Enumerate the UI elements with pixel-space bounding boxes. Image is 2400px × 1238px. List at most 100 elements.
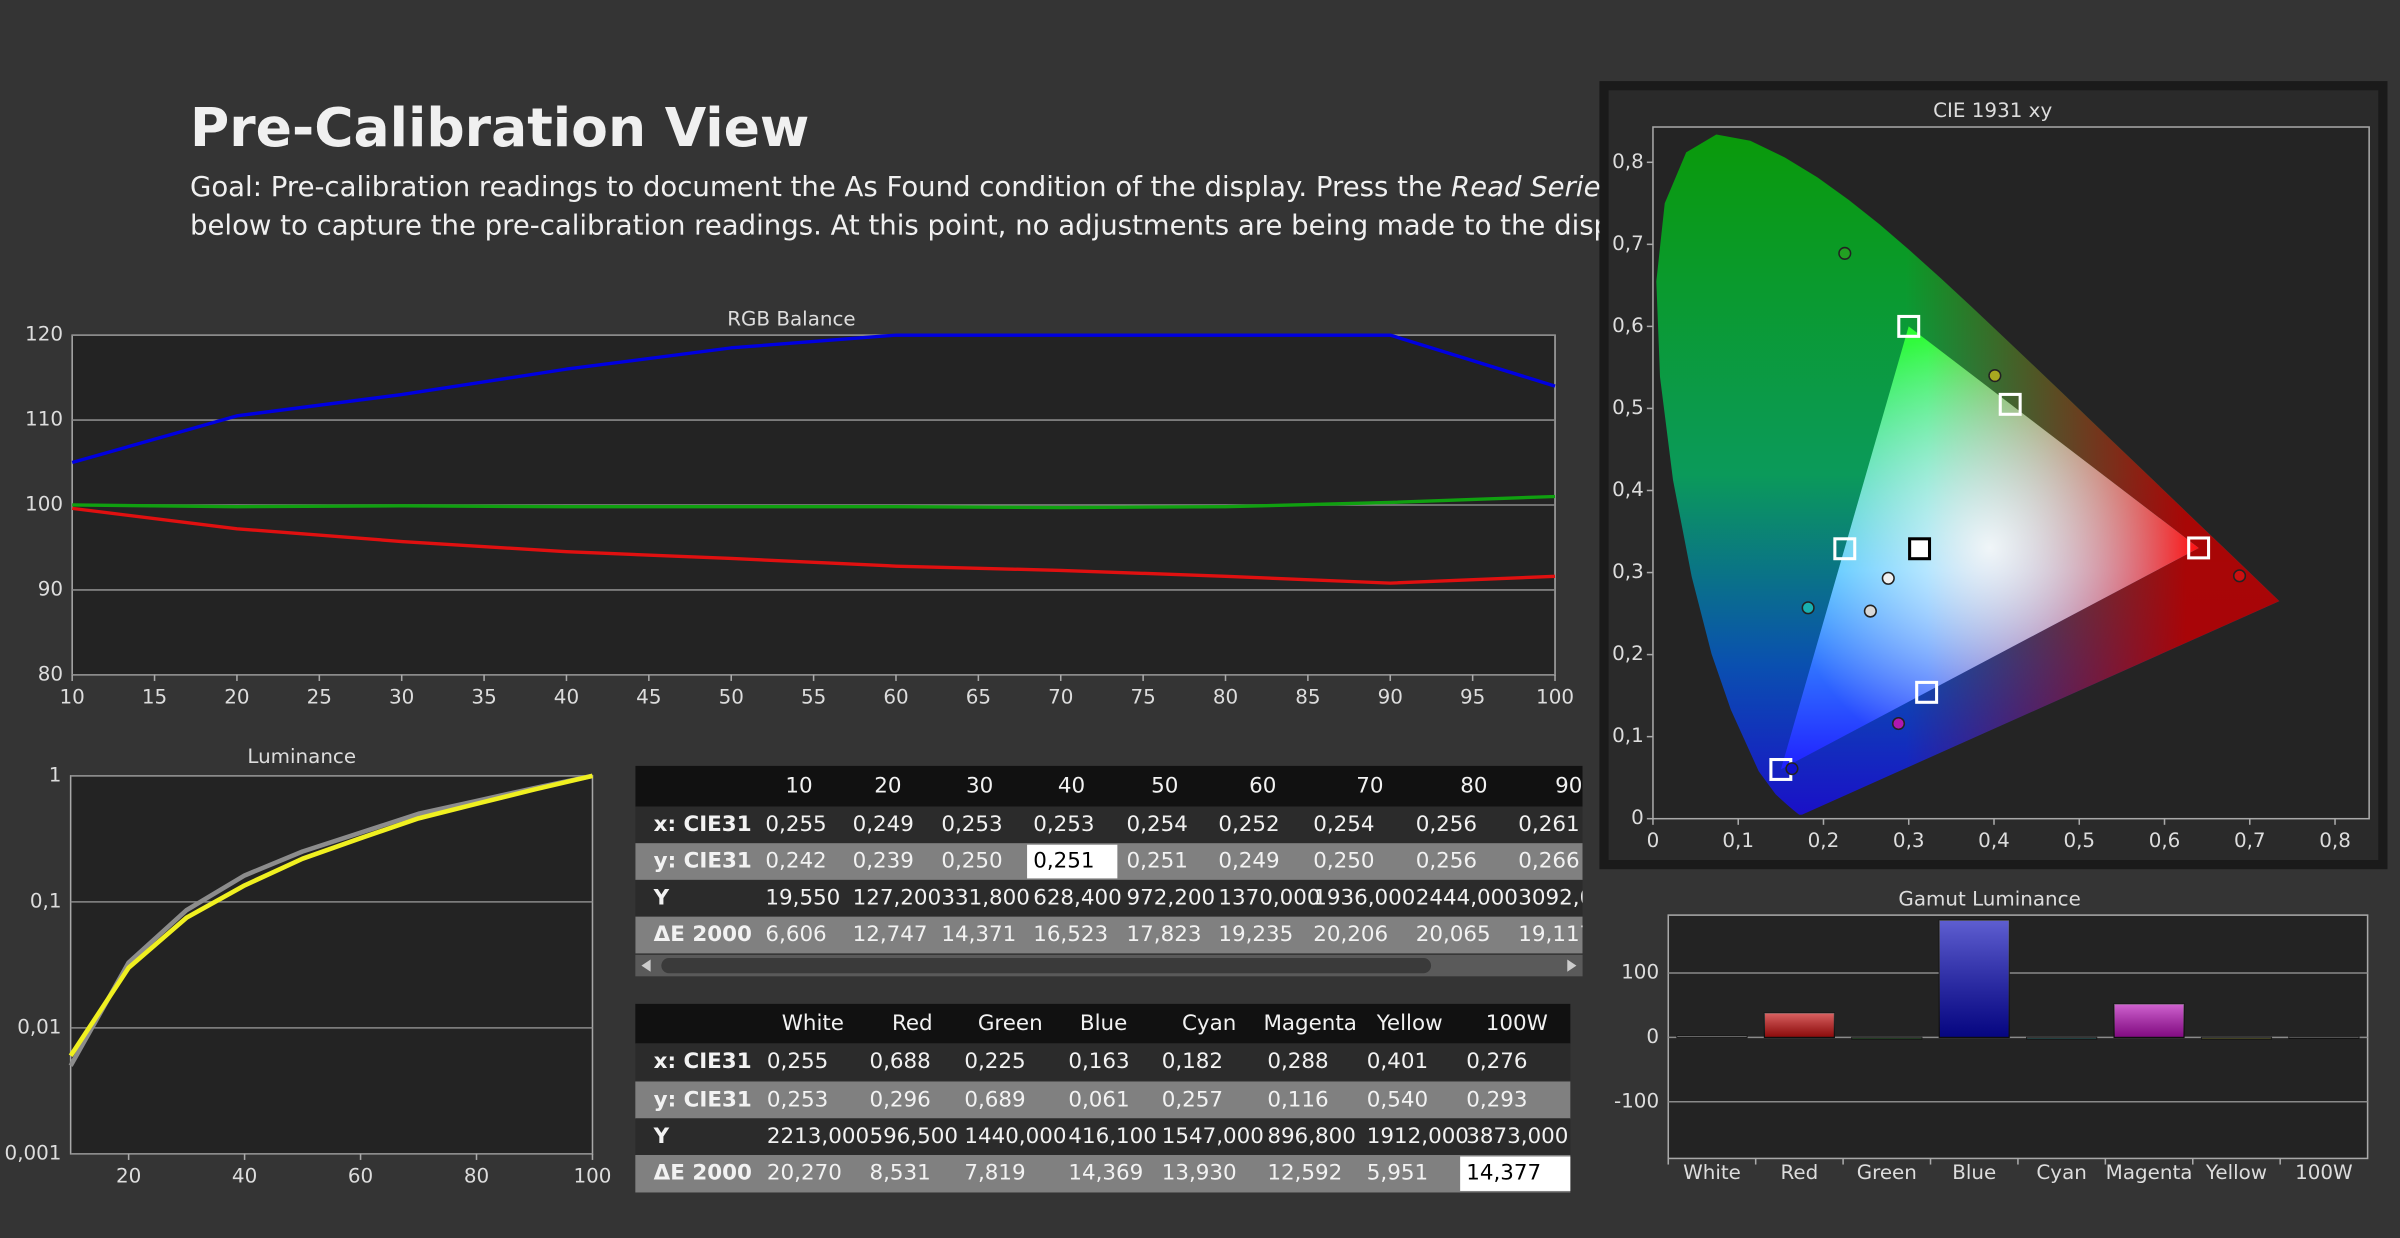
table-row [635, 1118, 1571, 1156]
table-cell: 0,182 [1162, 1049, 1223, 1074]
bar-shade [1851, 1037, 1922, 1039]
table-cell: 1936,000 [1313, 885, 1415, 910]
table-cell: 0,250 [1313, 849, 1374, 874]
y-tick-label: 100 [25, 492, 63, 515]
table-cell: 2444,000 [1416, 885, 1518, 910]
table-cell: 896,800 [1267, 1124, 1356, 1149]
target-square [2187, 536, 2211, 560]
column-header: Blue [1080, 1011, 1127, 1036]
x-tick-label: Red [1781, 1161, 1819, 1184]
table-cell: 12,747 [853, 922, 928, 947]
scroll-right[interactable] [1567, 959, 1577, 972]
x-tick-label: 30 [389, 685, 414, 708]
table-cell: 596,500 [869, 1124, 958, 1149]
x-tick-label: 0,3 [1893, 829, 1925, 852]
table-cell: 1370,000 [1218, 885, 1320, 910]
y-tick-label: 120 [25, 323, 63, 346]
table-row [635, 1154, 1571, 1193]
y-tick-label: 0 [1631, 806, 1644, 829]
x-tick-label: 40 [554, 685, 579, 708]
table-cell: 0,288 [1267, 1049, 1328, 1074]
row-label: ΔE 2000 [654, 1161, 752, 1186]
goal-text: Goal: Pre-calibration readings to docume… [190, 171, 1451, 203]
y-tick-label: 100 [1621, 961, 1659, 984]
table-row [635, 1081, 1571, 1120]
y-tick-label: 0,6 [1612, 314, 1644, 337]
column-header: 50 [1151, 774, 1178, 799]
table-cell: 5,951 [1367, 1161, 1428, 1186]
x-tick-label: 0,1 [1722, 829, 1754, 852]
x-tick-label: 90 [1378, 685, 1403, 708]
bar-shade [2114, 1003, 2185, 1038]
table-cell: 0,256 [1416, 812, 1477, 837]
table-cell: 331,800 [941, 885, 1030, 910]
table-cell: 0,249 [1218, 849, 1279, 874]
goal-line-2: below to capture the pre-calibration rea… [190, 209, 1657, 241]
row-label: Y [653, 885, 670, 910]
table-cell: 0,249 [853, 812, 914, 837]
table-cell: 14,369 [1068, 1161, 1143, 1186]
target-square [1908, 537, 1932, 561]
table-cell: 0,266 [1518, 849, 1579, 874]
table-cell: 0,252 [1218, 812, 1279, 837]
target-square [1915, 680, 1939, 704]
table-header-row [635, 1003, 1571, 1044]
y-tick-label: 0,2 [1612, 642, 1644, 665]
bar-shade [2288, 1036, 2359, 1039]
column-header: 80 [1460, 774, 1487, 799]
table-cell: 0,276 [1466, 1049, 1527, 1074]
table-cell: 12,592 [1267, 1161, 1342, 1186]
table-cell: 0,253 [767, 1087, 828, 1112]
table-row [635, 1043, 1571, 1081]
measured-point [1863, 604, 1877, 618]
table-cell: 19,235 [1218, 922, 1293, 947]
goal-line-1: Goal: Pre-calibration readings to docume… [190, 171, 1714, 203]
table-cell: 0,255 [765, 812, 826, 837]
measured-point [1988, 369, 2002, 383]
x-tick-label: 15 [142, 685, 167, 708]
bar-shade [2026, 1037, 2097, 1039]
series-line [71, 506, 1556, 585]
table-cell: 3873,000 [1466, 1124, 1568, 1149]
bar-shade [1939, 920, 2010, 1038]
table-cell: 0,296 [869, 1087, 930, 1112]
y-tick-label: 1 [49, 763, 62, 786]
x-tick-label: 80 [1213, 685, 1238, 708]
scrollbar-thumb[interactable] [661, 957, 1432, 974]
x-tick-label: Green [1857, 1161, 1917, 1184]
table-cell: 16,523 [1033, 922, 1108, 947]
chart-title: RGB Balance [727, 307, 855, 330]
table-cell: 0,401 [1367, 1049, 1428, 1074]
x-tick-label: 35 [471, 685, 496, 708]
measured-point [1881, 571, 1895, 585]
x-tick-label: Yellow [2205, 1161, 2267, 1184]
row-label: y: CIE31 [654, 849, 752, 874]
row-label: ΔE 2000 [654, 922, 752, 947]
x-tick-label: 45 [636, 685, 661, 708]
series-line [71, 333, 1556, 465]
chart-title: Luminance [247, 745, 356, 768]
y-tick-label: 80 [38, 662, 63, 685]
table-cell: 0,254 [1127, 812, 1188, 837]
table-cell: 17,823 [1127, 922, 1202, 947]
y-tick-label: 0,8 [1612, 150, 1644, 173]
plot-area [69, 775, 594, 1155]
table-cell: 628,400 [1033, 885, 1122, 910]
table-cell: 0,250 [941, 849, 1002, 874]
column-header: 100W [1486, 1011, 1548, 1036]
table-cell: 0,061 [1068, 1087, 1129, 1112]
bar-shade [1677, 1036, 1747, 1038]
y-tick-label: 0 [1646, 1025, 1659, 1048]
x-tick-label: 80 [464, 1164, 489, 1187]
row-label: Y [653, 1124, 670, 1149]
table-cell: 0,253 [1033, 812, 1094, 837]
scroll-left[interactable] [641, 959, 651, 972]
table-row [635, 916, 1583, 954]
data-table: White Red Green Blue Cyan Magenta Yellow 100W x:… [635, 1003, 1571, 1193]
table-cell: 972,200 [1127, 885, 1216, 910]
series-line [72, 494, 1556, 510]
column-header: 10 [785, 774, 812, 799]
x-tick-label: 75 [1130, 685, 1155, 708]
column-header: 20 [874, 774, 901, 799]
measured-point [1785, 762, 1799, 776]
